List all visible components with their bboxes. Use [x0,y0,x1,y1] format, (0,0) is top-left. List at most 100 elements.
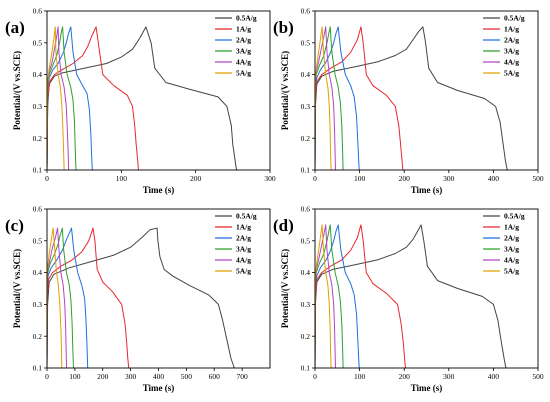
y-tick-label: 0.6 [33,205,43,214]
series-line-1A/g [314,224,406,369]
series-line-0.5A/g [314,224,507,369]
series-line-5A/g [314,224,332,369]
legend-label: 0.5A/g [236,14,257,23]
y-tick-label: 0.1 [301,364,311,373]
legend-label: 5A/g [236,267,251,276]
x-axis-title: Time (s) [411,383,443,393]
legend-label: 4A/g [504,256,519,265]
x-axis-title: Time (s) [143,185,175,195]
x-tick-label: 400 [488,174,500,183]
y-axis-title: Potential/(V vs.SCE) [280,51,290,130]
legend-label: 4A/g [236,58,251,67]
y-tick-label: 0.4 [33,70,43,79]
series-line-3A/g [46,227,74,369]
y-tick-label: 0.4 [301,268,311,277]
legend-label: 5A/g [504,69,519,78]
y-tick-label: 0.5 [301,38,311,47]
x-tick-label: 500 [532,372,544,381]
series-line-2A/g [46,26,93,171]
series-line-5A/g [46,227,63,369]
x-tick-label: 0 [313,372,317,381]
x-tick-label: 200 [97,372,109,381]
series-line-3A/g [46,26,77,171]
y-tick-label: 0.2 [301,134,311,143]
x-tick-label: 100 [354,174,366,183]
series-line-5A/g [314,26,332,171]
panel-label: (b) [273,18,294,37]
plot-frame [46,10,271,171]
y-tick-label: 0.4 [301,70,311,79]
legend-label: 3A/g [504,47,519,56]
panel-label: (a) [5,18,25,37]
x-tick-label: 400 [153,372,165,381]
y-axis-title: Potential/(V vs.SCE) [12,249,22,328]
series-line-0.5A/g [314,26,509,171]
x-tick-label: 0 [45,174,49,183]
y-tick-label: 0.6 [33,7,43,16]
series-line-5A/g [46,26,65,171]
x-axis-title: Time (s) [411,185,443,195]
x-tick-label: 600 [209,372,221,381]
series-line-2A/g [46,227,89,369]
x-tick-label: 100 [354,372,366,381]
series-line-3A/g [314,224,344,369]
x-tick-label: 400 [488,372,500,381]
y-axis-title: Potential/(V vs.SCE) [12,51,22,130]
legend-label: 2A/g [236,36,251,45]
series-line-4A/g [46,26,70,171]
x-tick-label: 300 [443,174,455,183]
y-tick-label: 0.1 [301,166,311,175]
legend-label: 3A/g [504,245,519,254]
x-tick-label: 500 [532,174,544,183]
x-tick-label: 200 [399,174,411,183]
x-tick-label: 0 [313,174,317,183]
x-tick-label: 100 [69,372,81,381]
y-tick-label: 0.2 [33,332,43,341]
y-tick-label: 0.3 [301,300,311,309]
y-axis-title: Potential/(V vs.SCE) [280,249,290,328]
legend-label: 1A/g [504,223,519,232]
y-tick-label: 0.4 [33,268,43,277]
x-tick-label: 200 [190,174,202,183]
legend-label: 3A/g [236,245,251,254]
legend-label: 1A/g [236,223,251,232]
legend-label: 0.5A/g [236,212,257,221]
panel-label: (c) [5,216,24,235]
x-tick-label: 100 [116,174,128,183]
y-tick-label: 0.1 [33,364,43,373]
legend-label: 2A/g [504,234,519,243]
panel-label: (d) [273,216,294,235]
series-line-2A/g [314,26,360,171]
series-line-0.5A/g [46,227,236,369]
legend-label: 2A/g [236,234,251,243]
series-line-1A/g [46,26,139,171]
y-tick-label: 0.3 [33,300,43,309]
plot-frame [314,10,539,171]
y-tick-label: 0.1 [33,166,43,175]
x-tick-label: 700 [237,372,249,381]
x-tick-label: 300 [443,372,455,381]
x-tick-label: 300 [264,174,276,183]
legend-label: 3A/g [236,47,251,56]
legend-label: 5A/g [236,69,251,78]
y-tick-label: 0.2 [33,134,43,143]
x-tick-label: 200 [399,372,411,381]
series-line-3A/g [314,26,344,171]
y-tick-label: 0.5 [33,236,43,245]
x-axis-title: Time (s) [143,383,175,393]
y-tick-label: 0.6 [301,205,311,214]
series-line-1A/g [314,26,404,171]
legend-label: 5A/g [504,267,519,276]
y-tick-label: 0.6 [301,7,311,16]
legend-label: 4A/g [236,256,251,265]
x-tick-label: 0 [45,372,49,381]
legend-label: 4A/g [504,58,519,67]
series-line-1A/g [46,227,130,369]
y-tick-label: 0.3 [301,102,311,111]
y-tick-label: 0.3 [33,102,43,111]
y-tick-label: 0.5 [33,38,43,47]
plot-frame [314,208,539,369]
y-tick-label: 0.5 [301,236,311,245]
x-tick-label: 500 [181,372,193,381]
